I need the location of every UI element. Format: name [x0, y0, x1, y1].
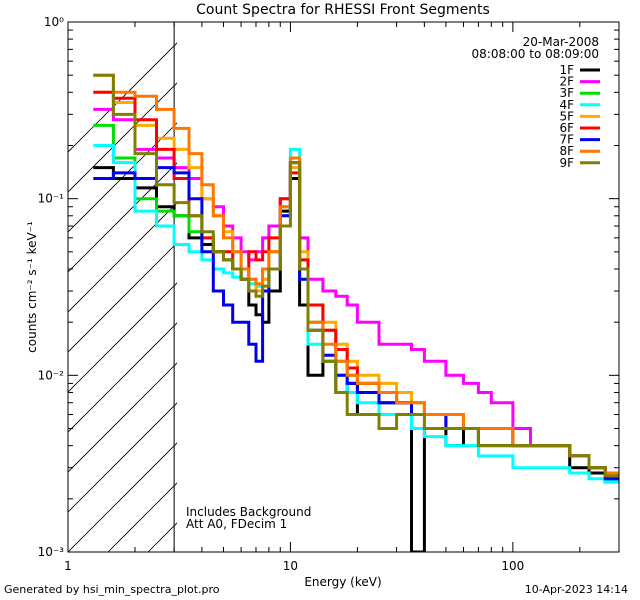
legend-label: 9F [559, 156, 574, 170]
hatch-line [0, 22, 398, 552]
x-axis-label: Energy (keV) [304, 575, 381, 589]
x-tick-label: 1 [64, 559, 72, 573]
plot-frame [68, 22, 619, 552]
series-2F [93, 109, 619, 473]
y-tick-label: 10⁻¹ [38, 192, 65, 206]
chart-title: Count Spectra for RHESSI Front Segments [196, 2, 490, 18]
hatch-line [0, 22, 278, 552]
hatch-line [0, 22, 438, 552]
series-9F [93, 75, 619, 476]
x-tick-label: 100 [501, 559, 524, 573]
footer-generated-by: Generated by hsi_min_spectra_plot.pro [4, 583, 220, 596]
time-range-label: 08:08:00 to 08:09:00 [472, 47, 599, 61]
spectra-chart: Count Spectra for RHESSI Front Segments … [0, 0, 640, 600]
x-tick-label: 10 [283, 559, 298, 573]
footer-timestamp: 10-Apr-2023 14:14 [525, 583, 628, 596]
y-tick-label: 10⁻² [38, 368, 65, 382]
hatch-line [0, 22, 358, 552]
y-tick-label: 10⁻³ [38, 545, 65, 559]
y-tick-labels: 10⁻³ 10⁻² 10⁻¹ 10⁰ [38, 15, 65, 559]
annotation-attenuator: Att A0, FDecim 1 [186, 517, 287, 531]
y-tick-label: 10⁰ [44, 15, 64, 29]
hatch-line [68, 22, 598, 552]
axis-ticks [68, 22, 619, 552]
hatch-line [628, 22, 640, 552]
series-lines [93, 75, 619, 552]
y-axis-label: counts cm⁻² s⁻¹ keV⁻¹ [25, 221, 39, 353]
x-tick-labels: 1 10 100 [64, 559, 524, 573]
hatched-region [0, 22, 640, 552]
hatch-line [0, 22, 478, 552]
hatch-line [28, 22, 558, 552]
series-3F [93, 125, 619, 475]
